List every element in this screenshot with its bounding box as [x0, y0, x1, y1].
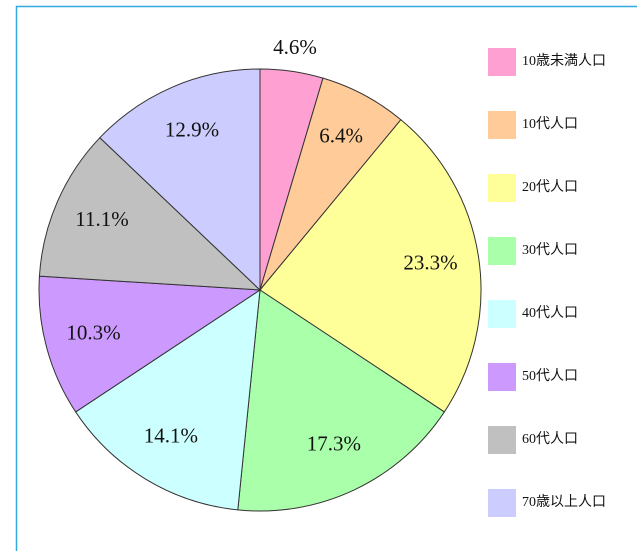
- data-label: 6.4%: [319, 124, 363, 148]
- data-label: 11.1%: [75, 207, 128, 231]
- data-label: 10.3%: [66, 320, 120, 344]
- data-label: 23.3%: [403, 250, 457, 274]
- data-label: 14.1%: [144, 423, 198, 447]
- legend-label: 10代人口: [522, 116, 578, 132]
- data-label: 17.3%: [307, 432, 361, 456]
- legend-swatch: [488, 48, 516, 76]
- data-label: 4.6%: [273, 35, 317, 59]
- legend-label: 20代人口: [522, 179, 578, 195]
- legend-swatch: [488, 300, 516, 328]
- legend-label: 10歳未満人口: [522, 53, 606, 69]
- pie-slice: [99, 68, 261, 292]
- legend-swatch: [488, 237, 516, 265]
- legend-label: 40代人口: [522, 305, 578, 321]
- legend-swatch: [488, 426, 516, 454]
- pie-slice: [259, 119, 482, 413]
- legend-label: 30代人口: [522, 242, 578, 258]
- legend-swatch: [488, 363, 516, 391]
- pie-slice: [38, 275, 262, 413]
- pie-slice: [74, 289, 261, 511]
- pie-slice: [38, 136, 262, 291]
- legend-swatch: [488, 174, 516, 202]
- legend-label: 70歳以上人口: [522, 494, 606, 510]
- pie-slice: [237, 289, 446, 512]
- data-label: 12.9%: [165, 117, 219, 141]
- legend-label: 50代人口: [522, 368, 578, 384]
- legend-label: 60代人口: [522, 431, 578, 447]
- legend-swatch: [488, 111, 516, 139]
- legend-swatch: [488, 489, 516, 517]
